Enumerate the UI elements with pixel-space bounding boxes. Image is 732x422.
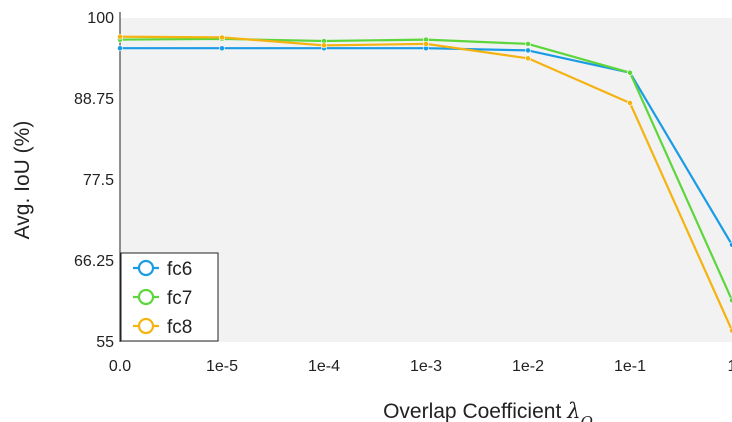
x-tick-label: 1e-5 — [206, 358, 238, 375]
data-point-fc8 — [729, 327, 732, 334]
legend-marker-icon — [137, 259, 155, 277]
data-point-fc7 — [627, 69, 633, 76]
x-axis-ticks: 0.0 1e-5 1e-4 1e-3 1e-2 1e-1 1 — [109, 358, 732, 375]
data-point-fc6 — [117, 45, 123, 52]
x-axis-label: Overlap Coefficient λO — [383, 399, 593, 422]
y-tick-label: 88.75 — [74, 91, 114, 108]
data-point-fc6 — [525, 47, 531, 54]
y-tick-label: 100 — [87, 10, 114, 27]
legend-marker-icon — [137, 288, 155, 306]
data-point-fc7 — [729, 297, 732, 304]
x-axis-label-subscript: O — [581, 413, 593, 422]
y-axis-ticks: 55 66.25 77.5 88.75 100 — [74, 10, 114, 351]
data-point-fc6 — [219, 45, 225, 52]
x-tick-label: 1e-1 — [614, 358, 646, 375]
legend: fc6 fc7 fc8 — [120, 252, 219, 342]
x-tick-label: 1e-3 — [410, 358, 442, 375]
legend-item-fc7: fc7 — [133, 288, 192, 309]
data-point-fc7 — [525, 41, 531, 47]
y-axis-label: Avg. IoU (%) — [11, 121, 34, 240]
data-point-fc8 — [321, 42, 327, 49]
x-tick-label: 1e-2 — [512, 358, 544, 375]
legend-label: fc8 — [167, 317, 192, 338]
y-tick-label: 55 — [96, 334, 114, 351]
y-tick-label: 77.5 — [83, 172, 114, 189]
x-tick-label: 1e-4 — [308, 358, 340, 375]
data-point-fc8 — [117, 33, 123, 40]
data-point-fc8 — [627, 100, 633, 106]
x-tick-label: 1 — [728, 358, 732, 375]
y-tick-label: 66.25 — [74, 253, 114, 270]
data-point-fc6 — [729, 241, 732, 248]
legend-marker-icon — [137, 317, 155, 335]
data-point-fc8 — [423, 41, 429, 47]
legend-label: fc6 — [167, 259, 192, 280]
series-layer — [117, 33, 732, 334]
legend-label: fc7 — [167, 288, 192, 309]
x-axis-label-text: Overlap Coefficient — [383, 400, 561, 422]
x-axis-label-symbol: λ — [566, 399, 580, 422]
legend-item-fc6: fc6 — [133, 259, 192, 280]
data-point-fc8 — [219, 34, 225, 41]
series-fc8 — [117, 33, 732, 334]
legend-item-fc8: fc8 — [133, 317, 192, 338]
x-tick-label: 0.0 — [109, 358, 131, 375]
data-point-fc8 — [525, 55, 531, 62]
